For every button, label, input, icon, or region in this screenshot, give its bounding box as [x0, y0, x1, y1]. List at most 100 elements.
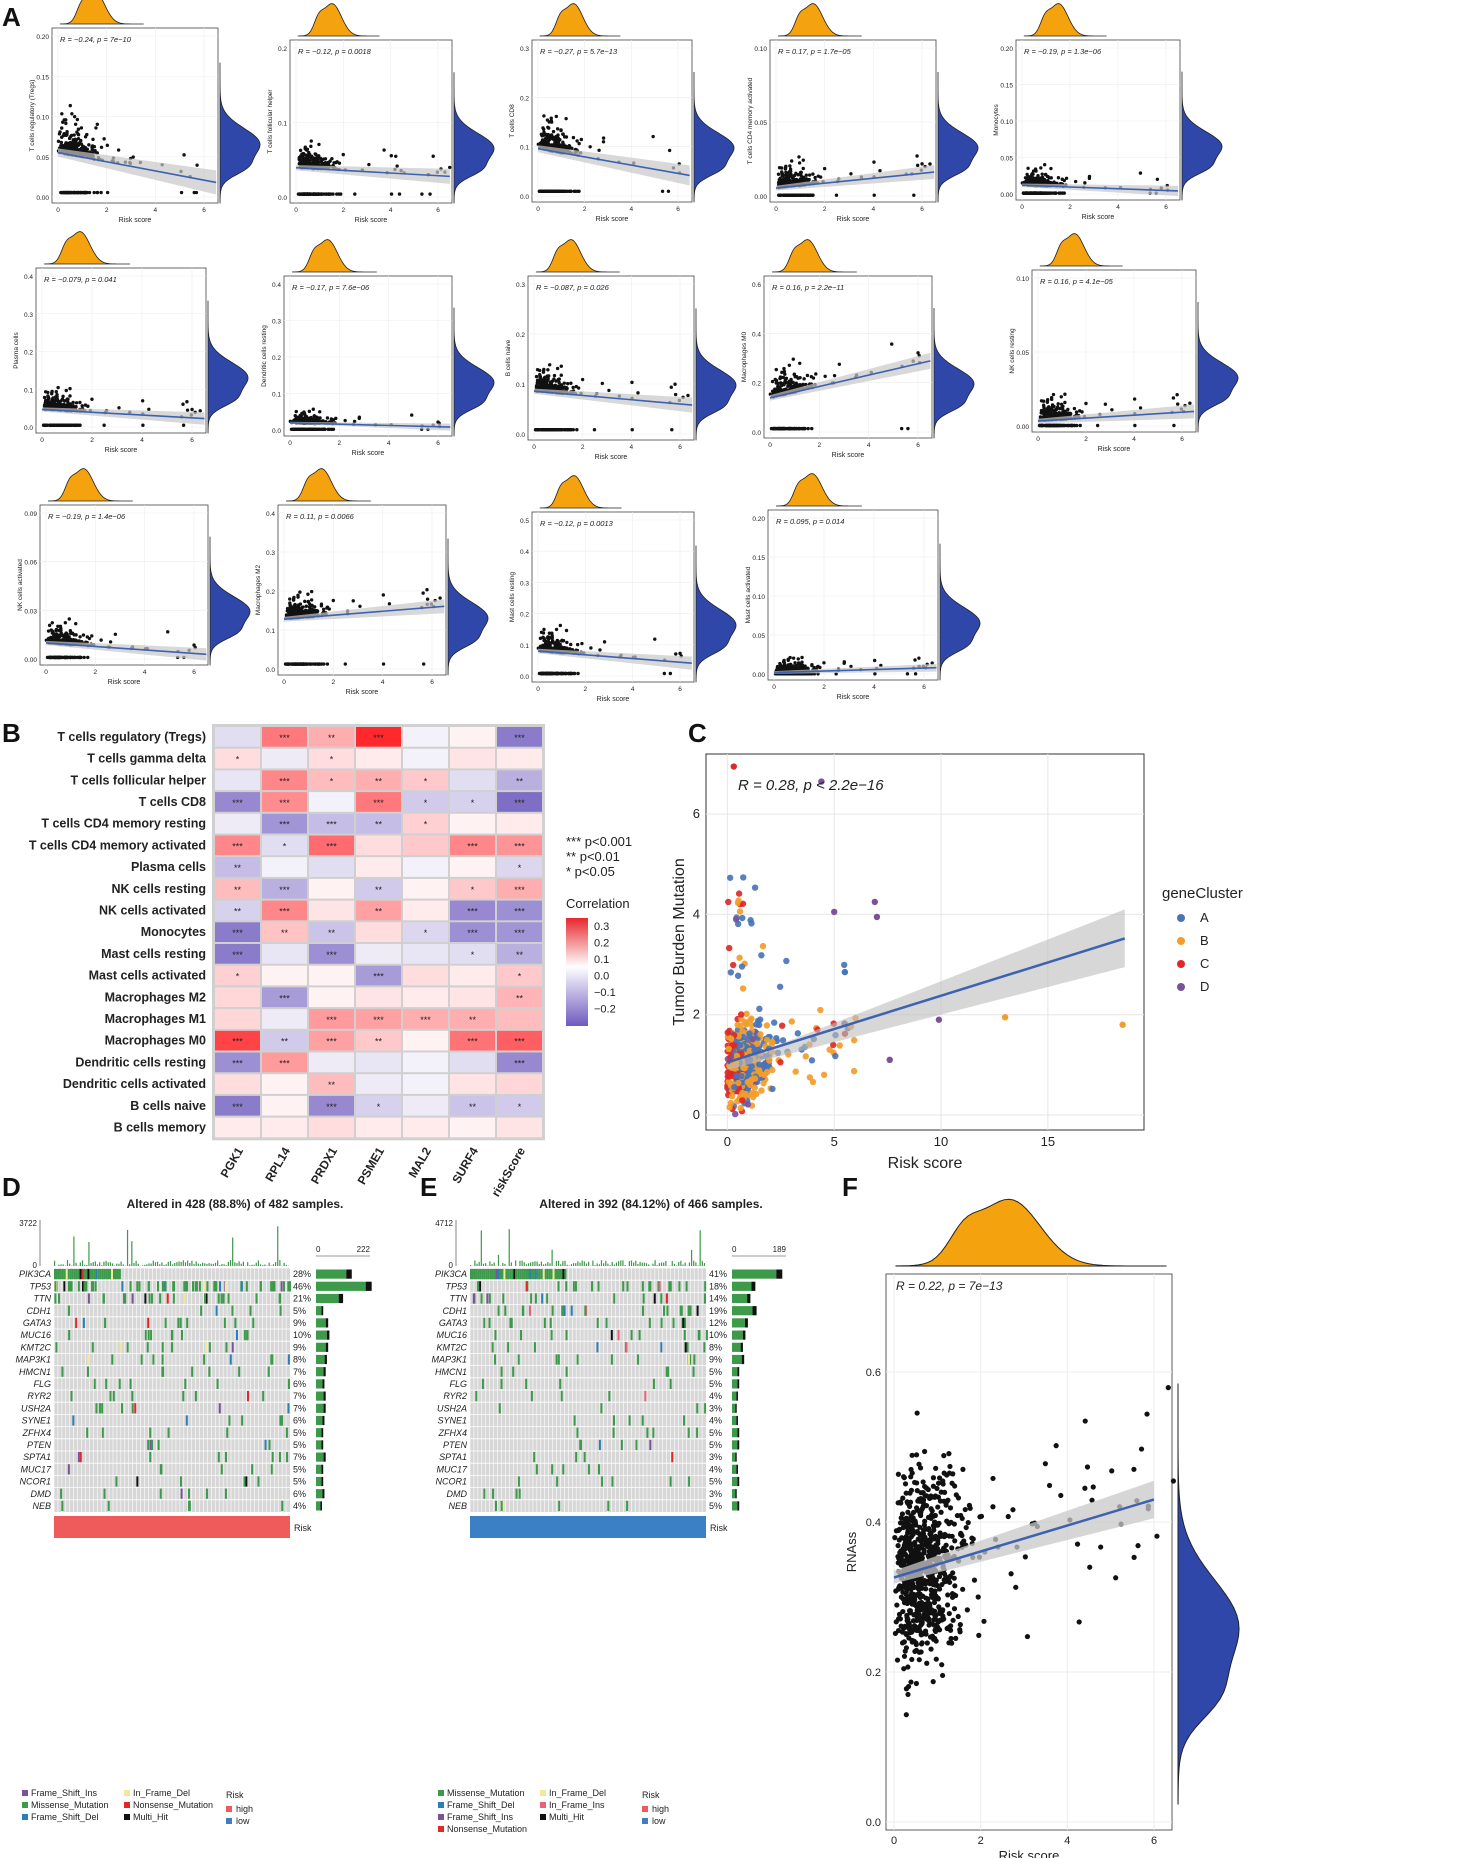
data-point: [87, 143, 91, 147]
y-axis-label: Mast cells resting: [509, 572, 516, 623]
data-point: [575, 428, 579, 432]
data-point: [651, 134, 655, 139]
data-point: [296, 607, 300, 612]
x-tick-label: 6: [676, 206, 680, 213]
y-tick-label: 0.2: [24, 350, 33, 357]
x-tick-label: 4: [140, 437, 144, 444]
x-tick-label: 2: [1068, 204, 1072, 211]
data-point: [166, 630, 170, 634]
data-point: [90, 144, 95, 148]
data-point: [776, 384, 780, 389]
data-point: [75, 147, 79, 152]
data-point: [316, 427, 320, 431]
data-point: [56, 385, 60, 390]
data-point: [534, 385, 539, 389]
data-point: [572, 189, 576, 193]
data-point: [799, 193, 804, 197]
x-tick-label: 6: [1164, 204, 1168, 211]
data-point: [50, 629, 55, 633]
x-tick-label: 0: [1020, 204, 1024, 211]
data-point: [558, 138, 562, 142]
data-point: [64, 118, 68, 122]
data-point: [298, 590, 302, 594]
data-point: [182, 153, 186, 157]
x-tick-label: 4: [387, 440, 391, 447]
data-point: [777, 193, 781, 197]
data-point: [48, 655, 53, 660]
right-density-curve: [219, 63, 261, 204]
data-point: [541, 138, 545, 142]
data-point: [550, 189, 554, 193]
data-point: [325, 605, 330, 609]
data-point: [85, 635, 90, 639]
stat-annotation: R = 0.16, p = 2.2e−11: [772, 283, 844, 292]
y-tick-label: 0.1: [24, 387, 33, 394]
data-point: [1060, 177, 1064, 181]
y-tick-label: 0.05: [754, 120, 767, 127]
data-point: [1054, 191, 1058, 195]
data-point: [872, 160, 876, 164]
data-point: [66, 400, 70, 404]
data-point: [797, 179, 802, 183]
data-point: [1060, 191, 1065, 195]
data-point: [878, 169, 882, 173]
data-point: [1172, 423, 1176, 428]
data-point: [810, 426, 814, 431]
data-point: [312, 427, 317, 431]
data-point: [147, 407, 151, 412]
data-point: [564, 646, 568, 650]
x-axis-label: Risk score: [597, 696, 630, 703]
data-point: [797, 161, 802, 165]
data-point: [789, 377, 793, 382]
data-point: [548, 386, 553, 390]
data-point: [1039, 408, 1044, 413]
data-point: [309, 144, 313, 149]
data-point: [915, 154, 919, 158]
data-point: [776, 172, 781, 176]
data-point: [421, 591, 425, 595]
data-point: [131, 155, 135, 159]
data-point: [94, 126, 98, 130]
data-point: [1032, 176, 1037, 181]
data-point: [570, 146, 574, 151]
data-point: [787, 363, 792, 367]
data-point: [42, 423, 46, 427]
data-point: [534, 374, 539, 379]
data-point: [1044, 191, 1048, 195]
data-point: [805, 373, 810, 378]
panel-label-a: A: [2, 2, 21, 32]
data-point: [46, 636, 51, 641]
data-point: [807, 193, 811, 197]
data-point: [1049, 176, 1053, 180]
right-density-curve: [937, 72, 979, 203]
y-tick-label: 0.20: [752, 516, 765, 523]
data-point: [420, 192, 424, 196]
data-point: [113, 632, 118, 637]
data-point: [181, 423, 186, 427]
data-point: [673, 382, 677, 386]
data-point: [565, 428, 570, 432]
data-point: [777, 426, 781, 431]
x-tick-label: 6: [192, 669, 196, 676]
data-point: [330, 427, 334, 431]
y-axis-label: T cells follicular helper: [267, 89, 274, 154]
data-point: [547, 126, 551, 130]
y-tick-label: 0.4: [272, 282, 281, 289]
data-point: [56, 401, 61, 405]
data-point: [95, 190, 99, 195]
data-point: [774, 378, 779, 383]
data-point: [837, 362, 842, 366]
data-point: [541, 631, 546, 635]
data-point: [61, 394, 65, 399]
data-point: [569, 381, 573, 385]
stat-annotation: R = 0.17, p = 1.7e−05: [778, 47, 852, 56]
data-point: [298, 602, 303, 606]
data-point: [564, 135, 569, 139]
y-tick-label: 0.2: [520, 612, 529, 619]
data-point: [337, 161, 342, 165]
data-point: [334, 416, 338, 421]
data-point: [790, 159, 794, 163]
data-point: [99, 638, 103, 642]
stat-annotation: R = −0.087, p = 0.026: [536, 283, 610, 292]
data-point: [74, 633, 78, 637]
